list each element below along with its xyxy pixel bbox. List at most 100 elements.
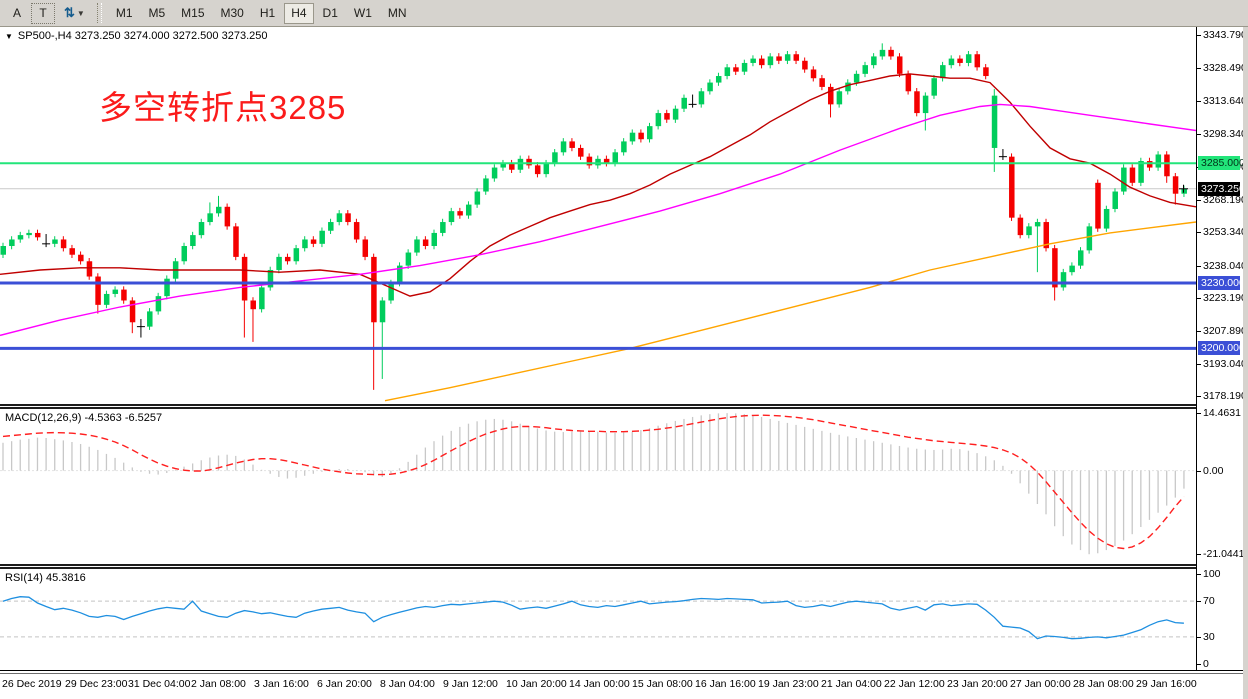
timeframe-m30-button[interactable]: M30: [213, 2, 251, 24]
axis-tick: [1197, 331, 1201, 333]
symbol-dropdown-icon[interactable]: ▼: [5, 31, 13, 41]
axis-tick-label: 0: [1203, 657, 1209, 670]
cursor-tool-button[interactable]: A: [5, 2, 29, 24]
date-label: 26 Dec 2019: [2, 678, 62, 690]
axis-tick: [1197, 601, 1201, 603]
rsi-label: RSI(14) 45.3816: [5, 572, 86, 584]
rsi-panel[interactable]: RSI(14) 45.3816: [0, 569, 1196, 670]
panel-splitter[interactable]: [0, 564, 1248, 569]
main-chart-panel[interactable]: ▼ SP500-,H4 3273.250 3274.000 3272.500 3…: [0, 27, 1196, 404]
axis-tick: [1197, 574, 1201, 576]
window-edge-strip: [1243, 27, 1248, 699]
rsi-chart[interactable]: [0, 569, 1196, 670]
axis-tick-label: 3178.190: [1203, 389, 1247, 402]
axis-tick-label: -21.0441: [1203, 548, 1245, 561]
axis-tick: [1197, 297, 1201, 299]
date-label: 14 Jan 00:00: [569, 678, 630, 690]
date-label: 16 Jan 16:00: [695, 678, 756, 690]
chart-title-text: SP500-,H4 3273.250 3274.000 3272.500 327…: [17, 30, 268, 42]
current-price-tag: 3273.250: [1198, 181, 1245, 196]
annotation-text: 多空转折点3285: [99, 89, 347, 126]
axis-tick-label: 14.4631: [1203, 407, 1241, 420]
date-label: 8 Jan 04:00: [380, 678, 435, 690]
axis-tick-label: 3193.040: [1203, 357, 1247, 370]
date-label: 3 Jan 16:00: [254, 678, 309, 690]
timeframe-d1-button[interactable]: D1: [315, 2, 345, 24]
date-label: 9 Jan 12:00: [443, 678, 498, 690]
axis-tick: [1197, 134, 1201, 136]
timeframe-mn-button[interactable]: MN: [380, 2, 414, 24]
axis-tick: [1197, 395, 1201, 397]
axis-tick: [1197, 470, 1201, 472]
ma-fast-red: [0, 73, 1196, 297]
axis-tick-label: 30: [1203, 630, 1215, 643]
axis-tick: [1197, 100, 1201, 102]
macd-panel[interactable]: MACD(12,26,9) -4.5363 -6.5257: [0, 409, 1196, 564]
level-price-tag: 3230.000: [1198, 276, 1245, 291]
toolbar: A T ⇅ ▼ M1 M5 M15 M30 H1 H4 D1 W1 MN: [0, 0, 1248, 27]
arrange-tool-button[interactable]: ⇅ ▼: [57, 2, 92, 24]
axis-tick: [1197, 363, 1201, 365]
chevron-down-icon: ▼: [76, 8, 85, 18]
axis-tick: [1197, 413, 1201, 415]
axis-tick-label: 3328.490: [1203, 62, 1247, 75]
date-label: 23 Jan 20:00: [947, 678, 1008, 690]
date-label: 6 Jan 20:00: [317, 678, 372, 690]
axis-tick-label: 3238.040: [1203, 259, 1247, 272]
timeframe-w1-button[interactable]: W1: [346, 2, 379, 24]
axis-tick-label: 3223.190: [1203, 291, 1247, 304]
level-price-tag: 3200.000: [1198, 341, 1245, 356]
date-label: 22 Jan 12:00: [884, 678, 945, 690]
axis-tick-label: 3268.190: [1203, 193, 1247, 206]
macd-chart[interactable]: [0, 409, 1196, 564]
timeframe-m15-button[interactable]: M15: [174, 2, 212, 24]
candlestick-chart[interactable]: [0, 27, 1196, 404]
timeframe-h1-button[interactable]: H1: [252, 2, 283, 24]
axis-tick-label: 100: [1203, 568, 1221, 581]
axis-tick: [1197, 199, 1201, 201]
date-label: 27 Jan 00:00: [1010, 678, 1071, 690]
date-axis-separator: [0, 670, 1248, 674]
candles-layer: [0, 43, 1187, 390]
timeframe-h4-button[interactable]: H4: [284, 2, 314, 24]
date-label: 29 Dec 23:00: [65, 678, 128, 690]
ma-slow-orange: [384, 221, 1196, 402]
chart-title: ▼ SP500-,H4 3273.250 3274.000 3272.500 3…: [5, 30, 267, 42]
axis-tick: [1197, 35, 1201, 37]
chart-area: ▼ SP500-,H4 3273.250 3274.000 3272.500 3…: [0, 27, 1248, 699]
date-label: 15 Jan 08:00: [632, 678, 693, 690]
macd-label: MACD(12,26,9) -4.5363 -6.5257: [5, 412, 163, 424]
date-axis[interactable]: 26 Dec 2019 29 Dec 23:00 31 Dec 04:00 2 Jan…: [0, 674, 1248, 699]
axis-tick-label: 3298.340: [1203, 128, 1247, 141]
axis-tick-label: 3207.890: [1203, 325, 1247, 338]
axis-tick: [1197, 232, 1201, 234]
date-label: 31 Dec 04:00: [128, 678, 191, 690]
toolbar-grip[interactable]: [96, 3, 102, 23]
axis-tick: [1197, 636, 1201, 638]
price-pointer-icon: [1179, 184, 1188, 193]
axis-tick: [1197, 554, 1201, 556]
ma-mid-magenta: [0, 103, 1196, 337]
date-label: 10 Jan 20:00: [506, 678, 567, 690]
level-price-tag: 3285.000: [1198, 156, 1245, 171]
axis-tick: [1197, 68, 1201, 70]
timeframe-m5-button[interactable]: M5: [141, 2, 173, 24]
arrange-icon: ⇅: [64, 5, 75, 20]
timeframe-m1-button[interactable]: M1: [108, 2, 140, 24]
date-label: 28 Jan 08:00: [1073, 678, 1134, 690]
macd-signal-line: [2, 414, 1185, 550]
text-tool-button[interactable]: T: [31, 2, 55, 24]
date-label: 19 Jan 23:00: [758, 678, 819, 690]
panel-splitter[interactable]: [0, 404, 1248, 409]
axis-tick: [1197, 265, 1201, 267]
axis-tick-label: 70: [1203, 595, 1215, 608]
macd-histogram: [2, 413, 1185, 555]
axis-tick-label: 3343.790: [1203, 29, 1247, 42]
axis-tick-label: 0.00: [1203, 464, 1224, 477]
price-axis[interactable]: 3343.7903328.4903313.6403298.3403283.190…: [1196, 27, 1247, 670]
date-label: 2 Jan 08:00: [191, 678, 246, 690]
date-label: 21 Jan 04:00: [821, 678, 882, 690]
axis-tick-label: 3253.340: [1203, 226, 1247, 239]
axis-tick: [1197, 663, 1201, 665]
